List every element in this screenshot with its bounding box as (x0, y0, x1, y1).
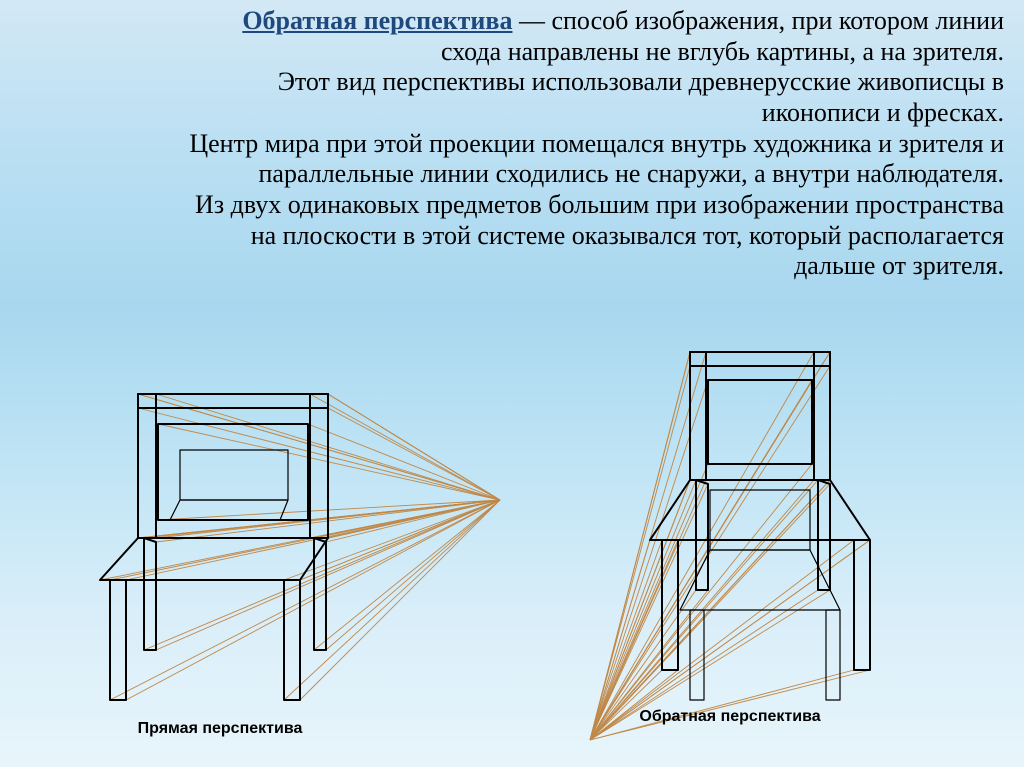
caption-right: Обратная перспектива (600, 708, 860, 726)
title: Обратная перспектива (242, 6, 512, 35)
line-1: схода направлены не вглубь картины, а на… (441, 37, 1004, 66)
line-8: дальше от зрителя. (794, 251, 1004, 280)
line-6: Из двух одинаковых предметов большим при… (195, 190, 1004, 219)
line-5: параллельные линии сходились не снаружи,… (259, 159, 1005, 188)
line-2: Этот вид перспективы использовали древне… (278, 67, 1004, 96)
diagram-right (530, 340, 950, 750)
line-4: Центр мира при этой проекции помещался в… (189, 129, 1004, 158)
line-3: иконописи и фресках. (762, 98, 1004, 127)
diagram-right-svg (530, 340, 950, 750)
line-0: — способ изображения, при котором линии (512, 6, 1004, 35)
diagrams-area: Прямая перспектива Обратная перспектива (0, 350, 1024, 750)
text-block: Обратная перспектива — способ изображени… (20, 6, 1004, 282)
diagram-left-svg (60, 350, 530, 730)
line-7: на плоскости в этой системе оказывался т… (251, 221, 1004, 250)
caption-left: Прямая перспектива (110, 720, 330, 738)
diagram-left (60, 350, 530, 730)
